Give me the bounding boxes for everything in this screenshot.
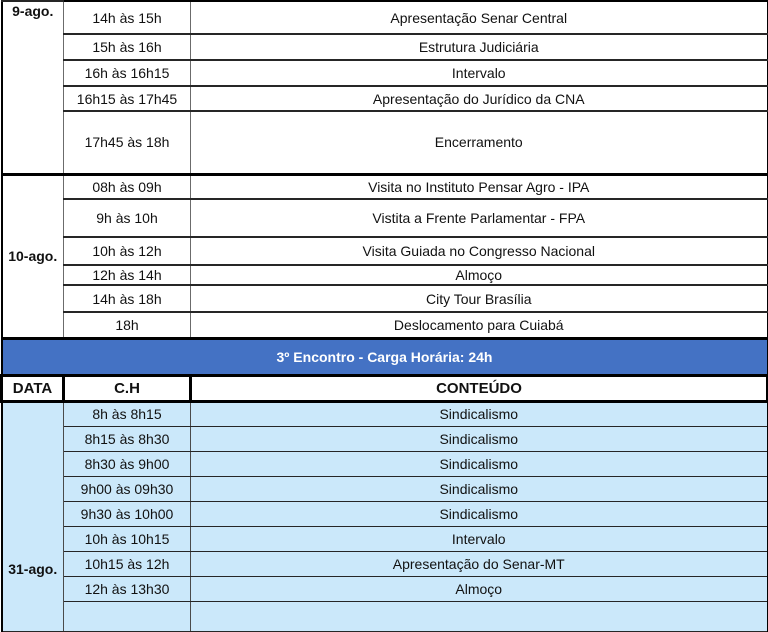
time-cell: 15h às 16h — [63, 33, 191, 61]
table-row-partial — [2, 600, 768, 632]
column-header-ch: C.H — [62, 373, 192, 403]
time-cell: 10h às 12h — [63, 236, 191, 266]
time-cell: 17h45 às 18h — [63, 110, 191, 176]
time-cell: 10h às 10h15 — [63, 525, 191, 552]
banner-row: 3º Encontro - Carga Horária: 24h — [1, 336, 768, 377]
content-cell: Intervalo — [190, 59, 768, 87]
time-cell: 08h às 09h — [63, 172, 191, 200]
content-cell — [190, 600, 768, 632]
time-cell: 12h às 13h30 — [63, 575, 191, 602]
time-cell: 14h às 18h — [63, 284, 191, 313]
table-row: 15h às 16h Estrutura Judiciária — [2, 33, 768, 61]
time-cell: 9h30 às 10h00 — [63, 500, 191, 527]
table-row: 17h45 às 18h Encerramento — [2, 110, 768, 176]
content-cell: Almoço — [190, 575, 768, 602]
date-cell: 31-ago. — [1, 400, 64, 632]
table-row: 8h15 às 8h30 Sindicalismo — [2, 425, 768, 452]
column-header-conteudo: CONTEÚDO — [189, 373, 768, 403]
table-row: 16h15 às 17h45 Apresentação do Jurídico … — [2, 85, 768, 112]
table-row: 10h às 12h Visita Guiada no Congresso Na… — [2, 236, 768, 266]
table-row: 18h Deslocamento para Cuiabá — [2, 311, 768, 339]
time-cell: 12h às 14h — [63, 264, 191, 286]
time-cell: 8h às 8h15 — [63, 400, 191, 427]
content-cell: Almoço — [190, 264, 768, 286]
time-cell: 8h15 às 8h30 — [63, 425, 191, 452]
table-row: 12h às 13h30 Almoço — [2, 575, 768, 602]
date-cell: 10-ago. — [1, 172, 64, 339]
table-row: 10-ago. 08h às 09h Visita no Instituto P… — [1, 172, 768, 339]
content-cell: Deslocamento para Cuiabá — [190, 311, 768, 339]
content-cell: Apresentação do Senar-MT — [190, 550, 768, 577]
content-cell: Apresentação do Jurídico da CNA — [190, 85, 768, 112]
table-row: 12h às 14h Almoço — [2, 264, 768, 286]
table-row: 9h00 às 09h30 Sindicalismo — [2, 475, 768, 502]
content-cell: Sindicalismo — [190, 475, 768, 502]
date-label: 31-ago. — [8, 560, 58, 577]
content-cell: Apresentação Senar Central — [190, 0, 768, 35]
content-cell: Sindicalismo — [190, 500, 768, 527]
time-cell: 9h00 às 09h30 — [63, 475, 191, 502]
table-row: 16h às 16h15 Intervalo — [2, 59, 768, 87]
time-cell: 18h — [63, 311, 191, 339]
content-cell: Estrutura Judiciária — [190, 33, 768, 61]
table-row: 8h30 às 9h00 Sindicalismo — [2, 450, 768, 477]
time-cell: 16h15 às 17h45 — [63, 85, 191, 112]
time-cell: 10h15 às 12h — [63, 550, 191, 577]
time-cell: 14h às 15h — [63, 0, 191, 35]
table-row: 9h às 10h Vistita a Frente Parlamentar -… — [2, 198, 768, 238]
date-cell: 9-ago. — [1, 0, 64, 175]
content-cell: Vistita a Frente Parlamentar - FPA — [190, 198, 768, 238]
table-row: 9-ago. 14h às 15h Apresentação Senar Cen… — [1, 0, 768, 175]
column-header-data: DATA — [0, 373, 65, 403]
content-cell: Sindicalismo — [190, 400, 768, 427]
header-row: DATA C.H CONTEÚDO — [0, 373, 768, 403]
content-cell: Intervalo — [190, 525, 768, 552]
content-cell: Encerramento — [190, 110, 768, 176]
time-cell: 9h às 10h — [63, 198, 191, 238]
content-cell: Sindicalismo — [190, 425, 768, 452]
encounter-banner: 3º Encontro - Carga Horária: 24h — [1, 336, 768, 377]
content-cell: Sindicalismo — [190, 450, 768, 477]
table-row: 14h às 18h City Tour Brasília — [2, 284, 768, 313]
time-cell: 16h às 16h15 — [63, 59, 191, 87]
content-cell: City Tour Brasília — [190, 284, 768, 313]
table-row: 9h30 às 10h00 Sindicalismo — [2, 500, 768, 527]
table-row: 31-ago. 8h às 8h15 Sindicalismo — [1, 400, 768, 632]
content-cell: Visita no Instituto Pensar Agro - IPA — [190, 172, 768, 200]
table-row: 10h15 às 12h Apresentação do Senar-MT — [2, 550, 768, 577]
time-cell — [63, 600, 191, 632]
content-cell: Visita Guiada no Congresso Nacional — [190, 236, 768, 266]
table-row: 10h às 10h15 Intervalo — [2, 525, 768, 552]
time-cell: 8h30 às 9h00 — [63, 450, 191, 477]
